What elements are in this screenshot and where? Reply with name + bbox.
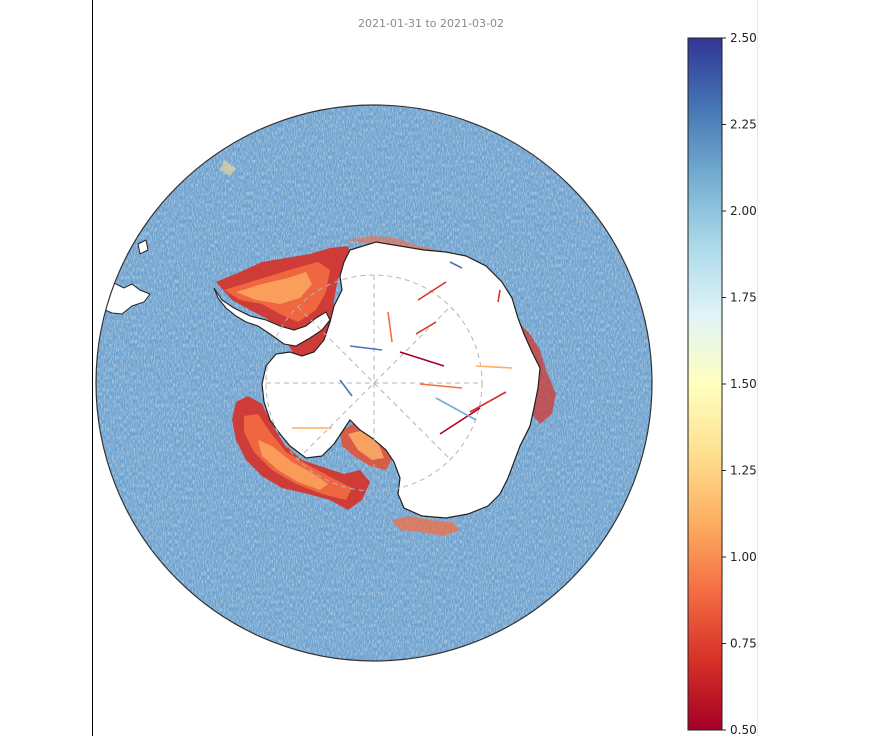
graticule xyxy=(265,274,483,492)
left-axis-spine xyxy=(92,0,93,736)
colorbar-tick-label: 2.25 xyxy=(730,118,757,132)
colorbar-tick-label: 1.25 xyxy=(730,464,757,478)
ocean-disk xyxy=(96,105,652,661)
colorbar-tick-label: 2.50 xyxy=(730,31,757,45)
colorbar-tick-label: 0.50 xyxy=(730,723,757,737)
south-america-shelf xyxy=(137,239,149,255)
map-boundary xyxy=(95,104,653,662)
colorbar-tick-label: 1.75 xyxy=(730,291,757,305)
satellite-tracks xyxy=(292,261,513,435)
colorbar-ticks: 0.50 0.75 1.00 1.25 1.50 1.75 2.00 2.25 2.50 xyxy=(722,31,757,737)
colorbar-tick-label: 1.50 xyxy=(730,377,757,391)
colorbar-gradient xyxy=(687,37,723,731)
date-range-title: 2021-01-31 to 2021-03-02 xyxy=(358,17,504,30)
colorbar-tick-label: 0.75 xyxy=(730,637,757,651)
colorbar-tick-label: 1.00 xyxy=(730,550,757,564)
antarctica-landmass xyxy=(261,241,541,519)
figure-divider xyxy=(757,0,758,736)
antarctic-peninsula xyxy=(213,287,331,347)
colorbar-tick-label: 2.00 xyxy=(730,204,757,218)
